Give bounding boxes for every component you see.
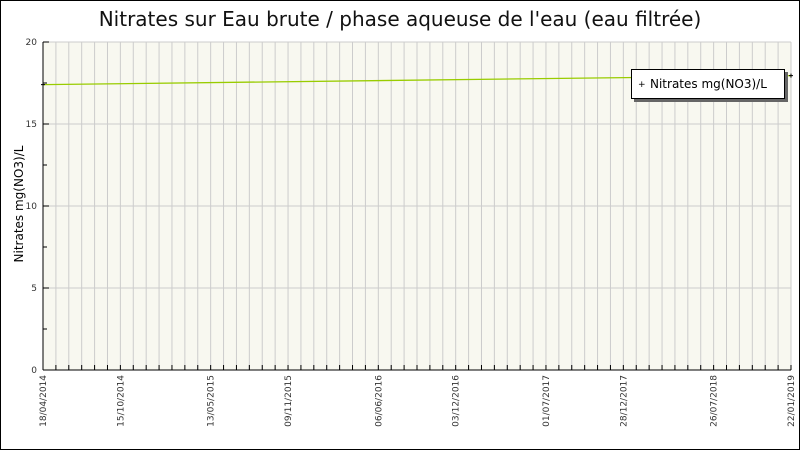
x-tick-label: 28/12/2017 xyxy=(619,375,629,427)
x-tick-label: 22/01/2019 xyxy=(787,375,797,427)
x-tick-label: 01/07/2017 xyxy=(542,375,552,427)
chart-title: Nitrates sur Eau brute / phase aqueuse d… xyxy=(98,7,702,31)
x-tick-label: 03/12/2016 xyxy=(452,375,462,427)
x-tick-label: 26/07/2018 xyxy=(710,375,720,427)
data-point xyxy=(789,73,793,78)
x-tick-label: 09/11/2015 xyxy=(284,375,294,427)
x-tick-label: 18/04/2014 xyxy=(39,375,49,427)
data-point xyxy=(41,82,45,87)
x-tick-label: 15/10/2014 xyxy=(116,375,126,427)
x-tick-label: 06/06/2016 xyxy=(374,375,384,427)
legend-label: Nitrates mg(NO3)/L xyxy=(650,77,767,91)
legend: + Nitrates mg(NO3)/L xyxy=(631,69,785,99)
y-tick-label: 20 xyxy=(26,38,38,48)
y-tick-label: 10 xyxy=(26,202,38,212)
y-tick-label: 15 xyxy=(26,120,37,130)
y-tick-label: 0 xyxy=(31,366,37,376)
y-tick-label: 5 xyxy=(31,284,37,294)
x-tick-label: 13/05/2015 xyxy=(207,375,217,427)
legend-marker-icon: + xyxy=(638,79,646,90)
